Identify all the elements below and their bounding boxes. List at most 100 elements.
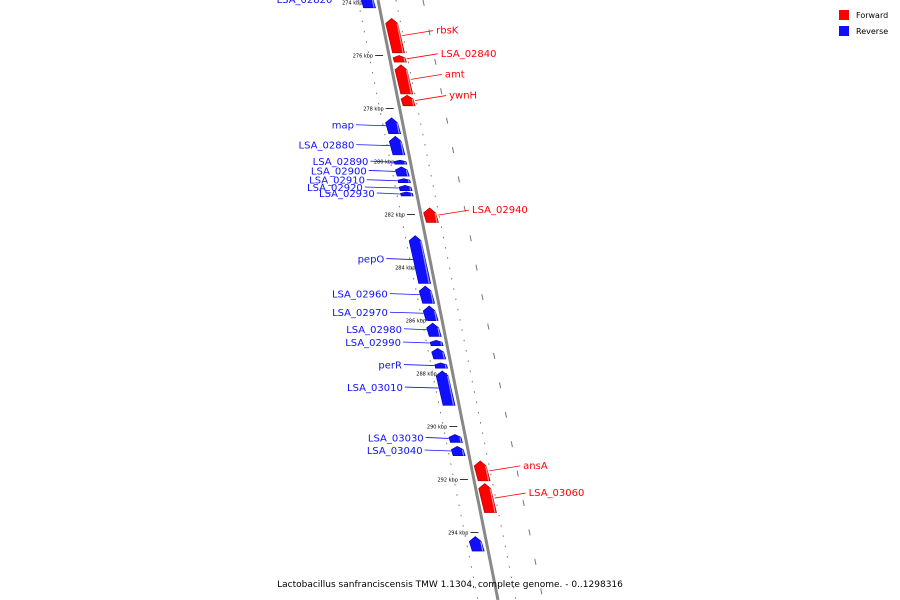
label-leader [403, 328, 427, 331]
gene-lsa_02940[interactable] [423, 207, 439, 223]
gene-body[interactable] [385, 18, 405, 54]
tick-label: 294 kbp [448, 531, 468, 537]
gene-body[interactable] [397, 178, 411, 183]
gene-lsa_02990[interactable] [429, 340, 444, 346]
gene-body[interactable] [422, 305, 439, 321]
gene-lsa_02960[interactable] [418, 285, 436, 304]
gene-map[interactable] [385, 117, 402, 134]
gene-body[interactable] [408, 235, 432, 284]
gene-lsa_03060[interactable] [478, 483, 497, 513]
label-leader [368, 170, 396, 172]
gene-body[interactable] [398, 185, 413, 191]
gene-label: LSA_03060 [529, 488, 585, 499]
gene-body[interactable] [393, 159, 408, 165]
gene-lsa_03010[interactable] [435, 370, 456, 406]
legend-item-reverse: Reverse [839, 26, 888, 36]
gene-body[interactable] [400, 191, 414, 197]
gene-body[interactable] [392, 55, 407, 63]
gene-rbsk[interactable] [385, 18, 405, 54]
gene-highlight [447, 375, 455, 406]
gene-body[interactable] [434, 362, 449, 369]
gene-lsa_03070[interactable] [468, 536, 485, 552]
gene-pepo[interactable] [408, 235, 432, 284]
gene-label: LSA_02960 [332, 290, 388, 301]
gene-body[interactable] [478, 483, 497, 513]
gene-body[interactable] [450, 446, 466, 456]
gene-highlight [403, 57, 406, 63]
gene-body[interactable] [426, 322, 442, 337]
gene-highlight [440, 342, 443, 346]
label-leader [366, 179, 398, 182]
gene-lsa_03030[interactable] [448, 434, 463, 443]
gene-highlight [396, 23, 404, 53]
gene-label: rbsK [436, 26, 459, 37]
gene-amt[interactable] [394, 64, 414, 95]
gene-highlight [442, 351, 445, 360]
gene-label: amt [445, 69, 465, 80]
gene-ywnh[interactable] [400, 94, 416, 107]
gene-body[interactable] [468, 536, 485, 552]
gene-highlight [437, 327, 441, 337]
tick-label: 280 kbp [374, 160, 394, 166]
gene-body[interactable] [395, 166, 410, 177]
gene-lsa_02890[interactable] [393, 159, 408, 165]
label-leader [403, 364, 435, 366]
gene-label: LSA_02840 [441, 49, 497, 60]
gene-lsa_02840[interactable] [392, 55, 407, 63]
gene-body[interactable] [429, 340, 444, 346]
gene-highlight [400, 141, 405, 155]
gene-label: pepO [358, 255, 385, 266]
gene-lsa_02900[interactable] [395, 166, 410, 177]
legend: Forward Reverse [839, 10, 888, 36]
gene-lsa_02820[interactable] [360, 0, 376, 9]
gene-label: LSA_02820 [277, 0, 333, 6]
gene-lsa_02910[interactable] [397, 178, 411, 183]
gene-body[interactable] [388, 135, 406, 156]
gene-lsa_03040[interactable] [450, 446, 466, 456]
gene-body[interactable] [360, 0, 376, 9]
gene-highlight [434, 212, 438, 223]
gene-body[interactable] [423, 207, 439, 223]
legend-swatch-reverse [839, 26, 849, 36]
gene-lsa_02970[interactable] [422, 305, 439, 321]
gene-label: LSA_02890 [313, 157, 369, 168]
gene-body[interactable] [448, 434, 463, 443]
gene-highlight [434, 310, 438, 321]
gene-lsa_02980[interactable] [426, 322, 442, 337]
gene-label: LSA_02930 [319, 189, 375, 200]
gene-perr[interactable] [434, 362, 449, 369]
gene-label: ansA [523, 461, 548, 472]
label-leader [389, 311, 424, 314]
gene-label: ywnH [449, 91, 477, 102]
gene-body[interactable] [418, 285, 436, 304]
map-caption: Lactobacillus sanfranciscensis TMW 1.130… [277, 580, 623, 590]
gene-body[interactable] [473, 460, 491, 482]
tick-label: 288 kbp [416, 372, 436, 378]
tick-label: 292 kbp [438, 478, 458, 484]
gene-lsa_02995[interactable] [431, 347, 447, 360]
gene-body[interactable] [400, 94, 416, 107]
legend-item-forward: Forward [839, 10, 888, 20]
gene-highlight [404, 161, 406, 165]
label-leader [355, 124, 387, 127]
label-leader [415, 95, 447, 101]
legend-label-reverse: Reverse [856, 27, 888, 36]
gene-highlight [409, 187, 412, 191]
gene-body[interactable] [431, 347, 447, 360]
tick-label: 284 kbp [395, 266, 415, 272]
gene-lsa_02880[interactable] [388, 135, 406, 156]
gene-label: LSA_02940 [472, 205, 528, 216]
gene-ansa[interactable] [473, 460, 491, 482]
tick-label: 274 kbp [342, 1, 362, 7]
gene-lsa_02920[interactable] [398, 185, 413, 191]
gene-lsa_02930[interactable] [400, 191, 414, 197]
gene-body[interactable] [385, 117, 402, 134]
scale-guide-line [422, 0, 544, 600]
label-leader [425, 437, 449, 439]
legend-label-forward: Forward [856, 11, 888, 20]
gene-highlight [396, 122, 400, 134]
label-leader [356, 144, 391, 146]
gene-body[interactable] [394, 64, 414, 95]
gene-body[interactable] [435, 370, 456, 406]
genome-backbone [376, 0, 500, 600]
